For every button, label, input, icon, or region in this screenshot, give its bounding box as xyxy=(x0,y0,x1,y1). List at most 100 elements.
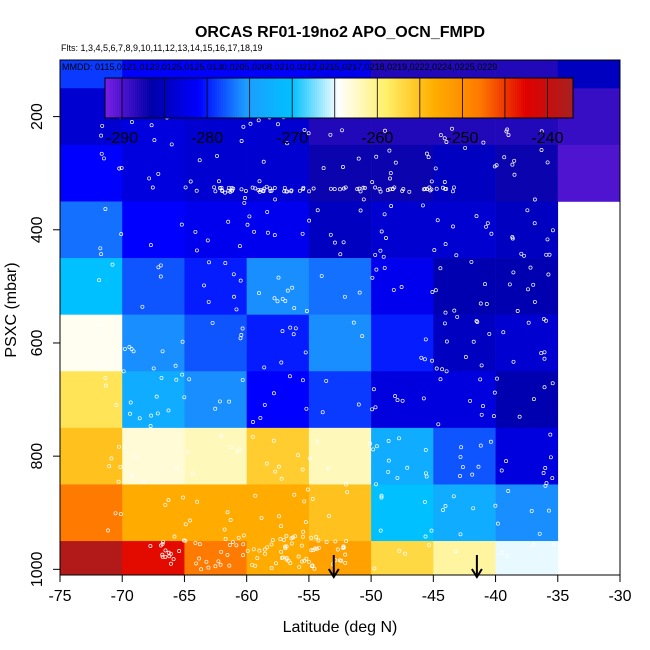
sample-marker xyxy=(285,141,290,146)
colorbar-segment xyxy=(305,78,308,118)
colorbar-segment xyxy=(201,78,204,118)
sample-marker xyxy=(117,166,122,171)
sample-marker xyxy=(262,186,267,191)
sample-marker xyxy=(202,283,206,288)
sample-marker xyxy=(545,160,550,165)
sample-marker xyxy=(478,301,483,306)
sample-marker xyxy=(484,302,489,306)
colorbar-segment xyxy=(371,78,374,118)
sample-marker xyxy=(470,472,475,477)
sample-marker xyxy=(163,502,168,507)
sample-marker xyxy=(371,447,376,452)
colorbar-segment xyxy=(199,78,202,118)
colorbar-segment xyxy=(415,78,418,118)
colorbar-segment xyxy=(391,78,394,118)
sample-marker xyxy=(174,377,179,382)
sample-marker xyxy=(487,331,492,336)
sample-marker xyxy=(434,366,439,371)
colorbar-segment xyxy=(441,78,444,118)
sample-marker xyxy=(163,554,168,559)
colorbar-segment xyxy=(195,78,198,118)
colorbar-segment xyxy=(459,78,462,118)
heatmap-cell xyxy=(60,144,123,202)
sample-marker xyxy=(247,214,252,219)
sample-marker xyxy=(185,450,190,455)
sample-marker xyxy=(469,259,474,264)
colorbar-segment xyxy=(249,78,252,118)
sample-marker xyxy=(292,492,297,497)
heatmap-cell xyxy=(371,484,434,542)
colorbar-segment xyxy=(223,78,226,118)
x-tick-label: -55 xyxy=(297,588,320,605)
colorbar-segment xyxy=(477,78,480,118)
sample-marker xyxy=(141,480,146,484)
sample-marker xyxy=(180,339,185,344)
sample-marker xyxy=(117,444,121,449)
sample-marker xyxy=(140,304,145,309)
sample-marker xyxy=(537,531,542,536)
sample-marker xyxy=(544,252,549,257)
sample-marker xyxy=(156,171,161,176)
colorbar-segment xyxy=(135,78,138,118)
sample-marker xyxy=(261,188,266,193)
sample-marker xyxy=(528,265,533,270)
sample-marker xyxy=(483,282,487,287)
sample-marker xyxy=(280,297,285,302)
sample-marker xyxy=(501,330,506,335)
colorbar-segment xyxy=(145,78,148,118)
sample-marker xyxy=(531,397,536,402)
sample-marker xyxy=(312,566,317,571)
sample-marker xyxy=(424,474,429,479)
sample-marker xyxy=(426,155,431,160)
sample-marker xyxy=(493,503,498,508)
colorbar-segment xyxy=(233,78,236,118)
sample-marker xyxy=(451,224,455,229)
sample-marker xyxy=(121,369,126,374)
sample-marker xyxy=(181,495,186,500)
sample-marker xyxy=(118,464,123,469)
sample-marker xyxy=(155,411,160,416)
colorbar-tick-label: -290 xyxy=(106,130,138,147)
colorbar-segment xyxy=(423,78,426,118)
sample-marker xyxy=(163,548,168,553)
heatmap-cell xyxy=(308,258,372,315)
sample-marker xyxy=(479,412,484,417)
sample-marker xyxy=(303,520,308,525)
sample-marker xyxy=(389,204,394,208)
sample-marker xyxy=(442,180,447,184)
sample-marker xyxy=(341,544,346,549)
sample-marker xyxy=(434,186,439,191)
sample-marker xyxy=(253,493,258,498)
sample-marker xyxy=(458,532,463,537)
colorbar-segment xyxy=(117,78,120,118)
sample-marker xyxy=(405,465,410,470)
sample-marker xyxy=(387,148,392,153)
sample-marker xyxy=(179,222,184,227)
sample-marker xyxy=(250,434,255,439)
heatmap-cell xyxy=(60,427,123,485)
colorbar-segment xyxy=(375,78,378,118)
sample-marker xyxy=(213,406,218,411)
colorbar-segment xyxy=(527,78,530,118)
heatmap-cell xyxy=(495,541,559,575)
colorbar-segment xyxy=(571,78,574,118)
colorbar-segment xyxy=(319,78,322,118)
colorbar-segment xyxy=(465,78,468,118)
sample-marker xyxy=(368,441,372,446)
colorbar-segment xyxy=(179,78,182,118)
heatmap-cell xyxy=(184,144,247,202)
heatmap-cell xyxy=(122,201,185,259)
sample-marker xyxy=(194,561,199,566)
sample-marker xyxy=(292,306,297,311)
colorbar-segment xyxy=(307,78,310,118)
sample-marker xyxy=(507,282,512,287)
heatmap-cell xyxy=(433,258,496,315)
sample-marker xyxy=(356,402,361,407)
sample-marker xyxy=(227,563,232,568)
sample-marker xyxy=(309,535,314,540)
sample-marker xyxy=(217,399,222,404)
sample-marker xyxy=(344,482,349,487)
sample-marker xyxy=(169,561,173,566)
heatmap-cell xyxy=(433,484,496,542)
sample-marker xyxy=(118,512,123,517)
